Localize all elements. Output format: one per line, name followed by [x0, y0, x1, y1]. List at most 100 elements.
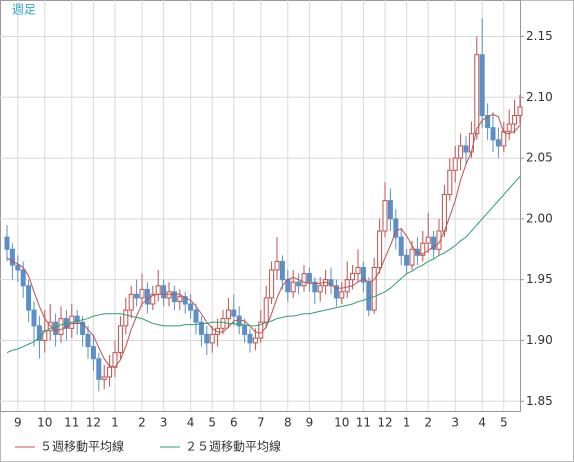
candle-body [123, 309, 129, 327]
candle-body [425, 236, 431, 244]
marks [4, 18, 523, 392]
candle-body [80, 321, 86, 335]
y-tick-label: 2.10 [526, 90, 553, 104]
candle-body [171, 291, 177, 303]
candle-body [161, 285, 167, 299]
candle-body [377, 230, 383, 269]
candle-body [404, 254, 410, 266]
candle-body [458, 145, 464, 159]
candle-body [512, 115, 518, 125]
x-tick-label: 8 [284, 416, 292, 430]
candle-body [58, 318, 64, 335]
x-tick-label: 1 [111, 416, 119, 430]
candle-body [96, 358, 102, 380]
candle-body [382, 200, 388, 232]
x-tick-label: 9 [14, 416, 22, 430]
x-tick-label: 5 [208, 416, 216, 430]
candle-body [274, 260, 280, 271]
candle-body [463, 145, 469, 153]
candle-body [4, 236, 10, 250]
candle-body [90, 346, 96, 360]
candle-body [506, 123, 512, 132]
x-tick-label: 4 [187, 416, 195, 430]
candle-body [490, 127, 496, 141]
candle-body [495, 139, 501, 147]
candle-body [9, 248, 15, 266]
x-tick-label: 7 [257, 416, 265, 430]
candle-body [144, 288, 150, 305]
legend-label: ５週移動平均線 [40, 439, 124, 454]
candle-body [215, 327, 221, 335]
candle-body [166, 291, 172, 299]
x-tick-label: 2 [138, 416, 146, 430]
candle-body [258, 321, 264, 339]
candle-body [517, 106, 523, 117]
candle-body [74, 315, 80, 323]
candle-body [468, 133, 474, 153]
x-tick-label: 11 [356, 416, 371, 430]
candle-body [231, 309, 237, 317]
candle-body [366, 281, 372, 311]
y-tick-label: 2.05 [526, 151, 553, 165]
ma-line [6, 113, 521, 368]
candle-body [209, 333, 215, 344]
candle-body [36, 325, 42, 341]
x-tick-label: 4 [478, 416, 486, 430]
candle-body [15, 264, 21, 271]
x-tick-label: 9 [306, 416, 314, 430]
candle-body [393, 218, 399, 238]
chart-title: 週足 [12, 3, 36, 17]
candle-body [128, 293, 134, 311]
candle-body [177, 296, 183, 303]
candle-body [339, 291, 345, 299]
candle-body [107, 366, 113, 378]
candle-body [452, 157, 458, 171]
candle-body [182, 296, 188, 305]
x-tick-label: 1 [403, 416, 411, 430]
candle-body [198, 321, 204, 335]
y-tick-label: 1.85 [526, 394, 553, 408]
x-tick-label: 3 [451, 416, 459, 430]
candle-body [436, 230, 442, 250]
x-tick-label: 5 [500, 416, 508, 430]
candle-body [204, 333, 210, 344]
x-tick-label: 11 [64, 416, 79, 430]
candle-body [355, 267, 361, 275]
candle-body [317, 285, 323, 293]
candle-body [236, 315, 242, 327]
candle-body [301, 273, 307, 287]
x-tick-label: 10 [334, 416, 349, 430]
candle-body [306, 273, 312, 283]
candle-body [328, 279, 334, 287]
candle-body [85, 333, 91, 348]
candle-body [420, 242, 426, 256]
candle-body [31, 309, 37, 327]
candle-body [398, 236, 404, 256]
candle-body [139, 288, 145, 299]
candle-body [247, 333, 253, 344]
candle-body [150, 293, 156, 305]
candle-body [263, 297, 269, 323]
candle-body [312, 281, 318, 293]
candle-body [431, 236, 437, 250]
candle-body [101, 376, 107, 380]
candle-body [447, 169, 453, 196]
candle-body [42, 330, 48, 341]
candle-body [296, 281, 302, 287]
candle-body [441, 194, 447, 232]
candle-body [269, 269, 275, 299]
y-tick-label: 2.15 [526, 29, 553, 43]
candle-body [242, 325, 248, 335]
ma-line [6, 175, 521, 354]
candle-body [360, 267, 366, 283]
candle-body [220, 318, 226, 329]
candle-body [279, 260, 285, 281]
candle-body [155, 285, 161, 295]
candle-body [350, 273, 356, 281]
candle-body [188, 303, 194, 311]
x-tick-label: 12 [377, 416, 392, 430]
candle-body [501, 130, 507, 147]
candle-body [479, 54, 485, 117]
x-tick-label: 12 [86, 416, 101, 430]
candle-body [409, 248, 415, 266]
